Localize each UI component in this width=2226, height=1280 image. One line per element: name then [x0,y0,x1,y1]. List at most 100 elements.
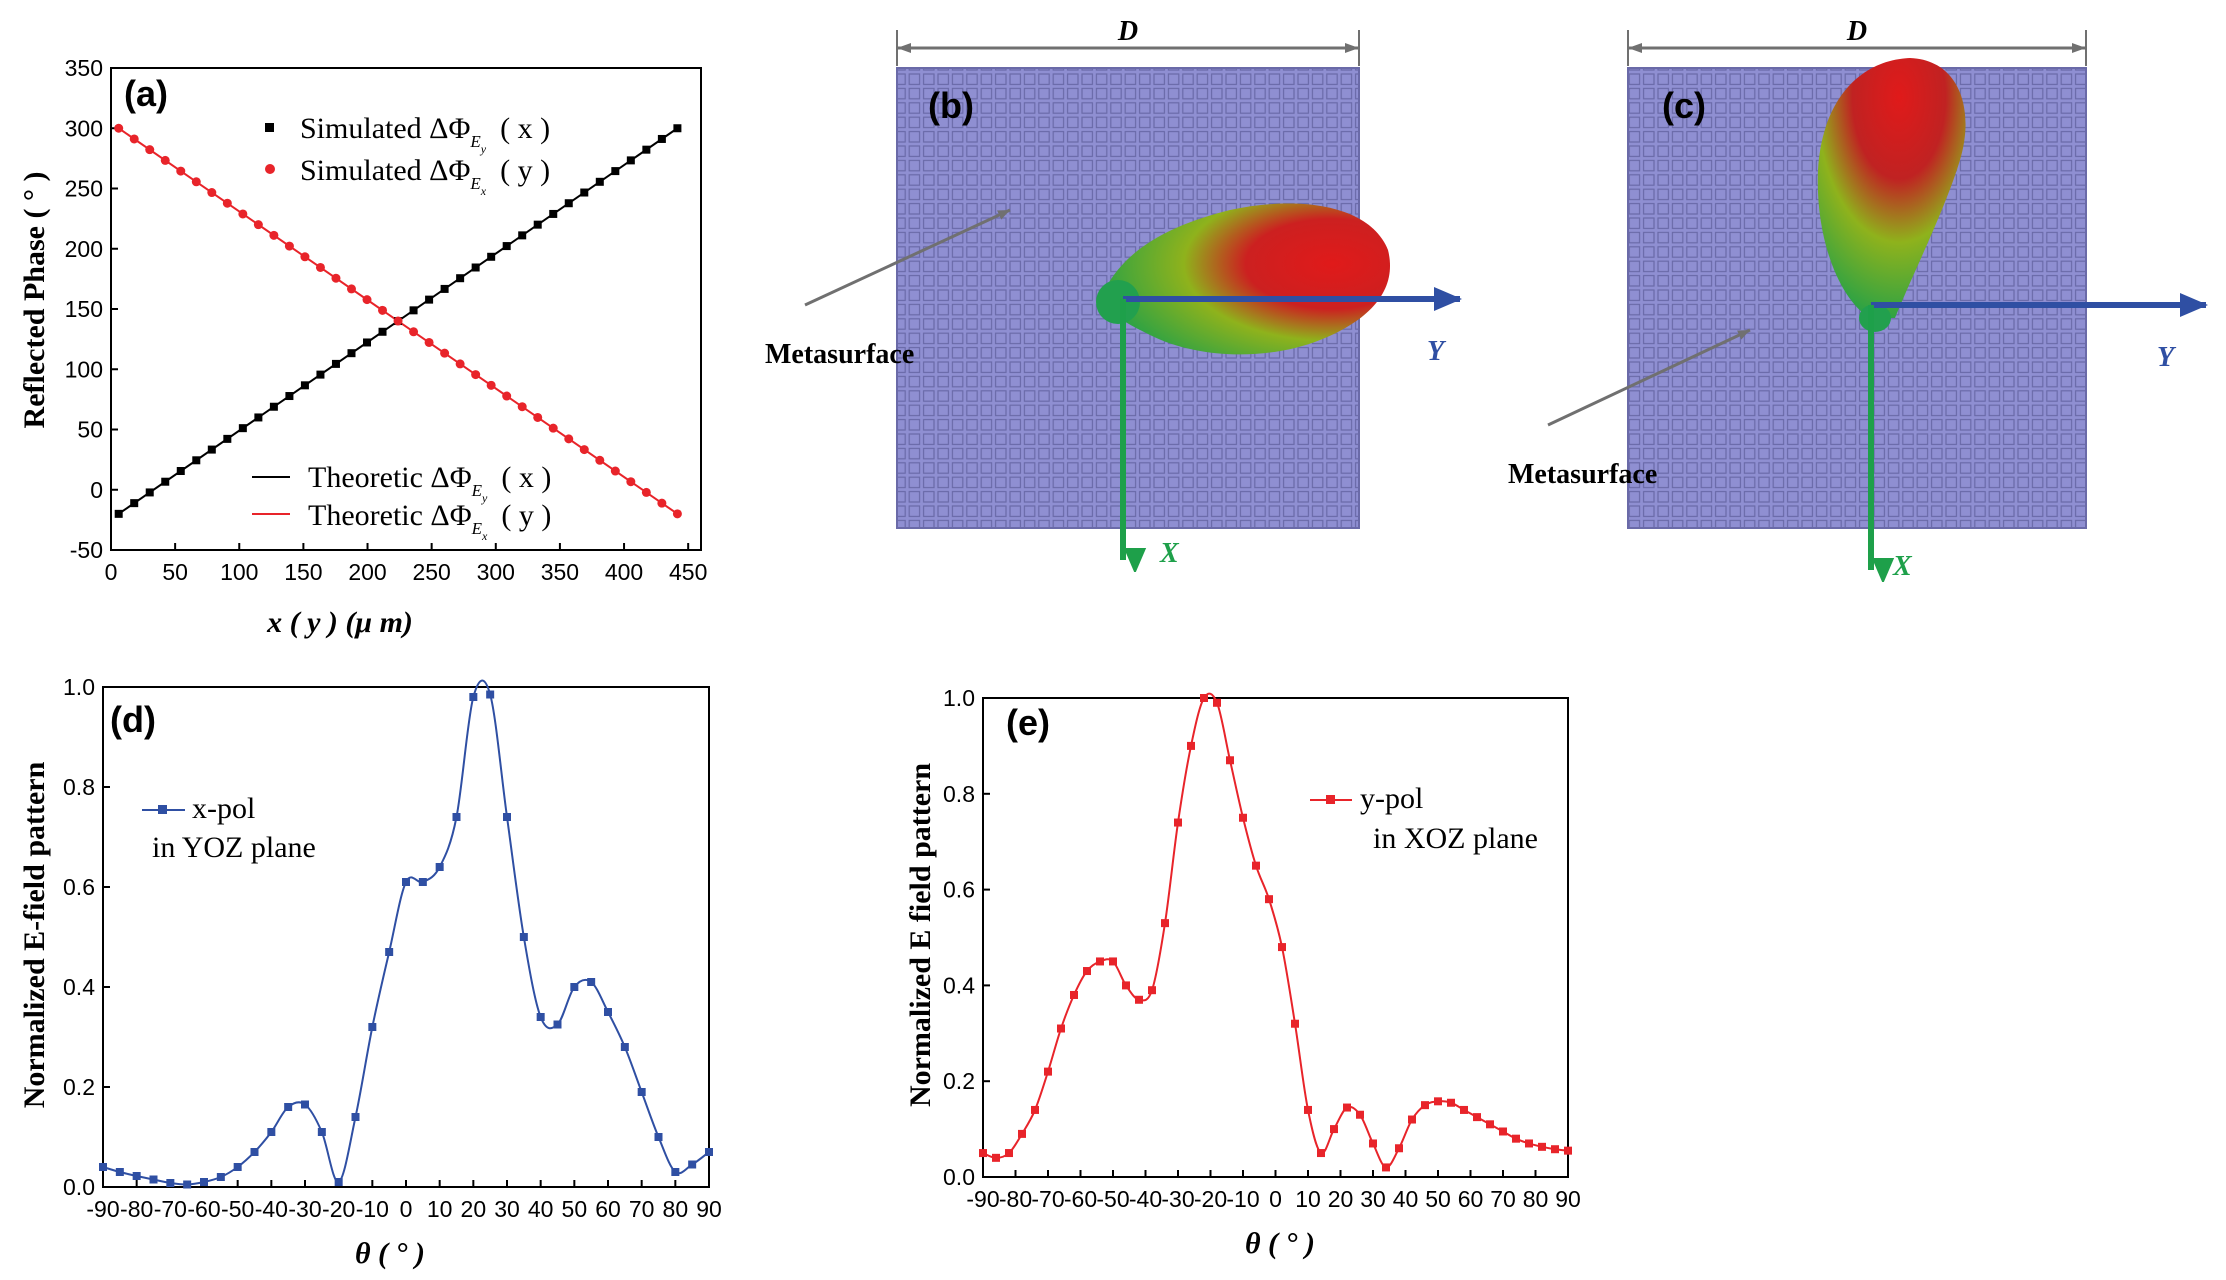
simulated-point-x [192,456,201,465]
legend-th-x-label: Theoretic ΔΦEy( x ) [308,461,551,505]
x-tick-label: 10 [1295,1186,1321,1212]
simulated-point-x [331,359,340,368]
simulated-point-y [346,284,356,294]
pattern-point [1070,990,1078,999]
pattern-point [99,1163,107,1171]
dimension-label-b: D [1117,16,1138,47]
pattern-point [1421,1101,1429,1110]
simulated-point-x [285,392,294,401]
pattern-point [1187,741,1195,750]
simulated-point-y [672,509,682,519]
pattern-point [1343,1103,1351,1112]
x-tick-label: -10 [356,1196,389,1222]
simulated-point-y [626,477,636,487]
simulated-point-y [393,316,403,326]
x-tick-label: 250 [412,559,450,585]
pattern-point [1564,1146,1572,1155]
simulated-point-y [502,391,512,401]
simulated-point-x [533,220,542,229]
chart-e-legend-marker [1326,795,1335,804]
pattern-point [1174,818,1182,827]
simulated-point-y [129,134,139,144]
simulated-point-y [315,262,325,272]
pattern-point [334,1178,343,1186]
simulated-point-y [176,166,186,176]
diagram-c: D (c) Metasurface Y X [1508,16,2208,582]
x-tick-label: 40 [528,1196,554,1222]
x-tick-label: 200 [348,559,386,585]
chart-d-ticks: -90 -80 -70 -60 -50 -40 -30 -20 -10 0 10 20 30 40 50 60… [63,674,722,1222]
chart-d-series-markers [99,690,713,1189]
chart-e-y-axis-label: Normalized E field pattern [904,763,937,1107]
pattern-point [1434,1097,1442,1106]
x-tick-label: 90 [696,1196,722,1222]
simulated-point-x [642,145,651,154]
legend-th-y-label: Theoretic ΔΦEx( y ) [308,499,551,543]
pattern-point [1447,1098,1455,1107]
simulated-point-y [160,155,170,165]
simulated-point-x [316,370,325,379]
simulated-point-x [254,413,263,422]
x-tick-label: -20 [322,1196,355,1222]
y-tick-label: 50 [77,417,103,443]
pattern-point [402,878,410,886]
pattern-point [301,1100,309,1109]
simulated-point-y [362,295,372,305]
pattern-point [1330,1125,1338,1134]
simulated-point-y [222,198,232,208]
simulated-point-y [579,445,589,455]
pattern-point [1356,1110,1364,1119]
chart-d-legend-marker [158,805,167,814]
chart-e-legend-line2: in XOZ plane [1373,822,1538,855]
pattern-point [1382,1163,1390,1172]
x-tick-label: -10 [1226,1186,1259,1212]
y-tick-label: 300 [65,115,103,141]
x-tick-label: -50 [221,1196,254,1222]
pattern-point [1252,861,1260,870]
x-tick-label: -80 [999,1186,1032,1212]
pattern-point [250,1148,259,1156]
metasurface-annotation-b: Metasurface [765,339,914,370]
y-tick-label: 1.0 [943,685,975,711]
radiation-lobe-b [1100,203,1391,355]
simulated-point-x [223,434,232,443]
pattern-point [1044,1067,1052,1076]
legend-sim-x-label: Simulated ΔΦEy( x ) [300,112,550,156]
pattern-point [1460,1105,1468,1114]
x-tick-label: 90 [1555,1186,1581,1212]
x-tick-label: -30 [1161,1186,1194,1212]
y-tick-label: 0.4 [63,974,95,1000]
pattern-point [435,863,444,871]
simulated-point-y [191,177,201,187]
x-tick-label: 60 [595,1196,621,1222]
pattern-point [149,1175,158,1184]
simulated-point-x [549,209,558,218]
x-tick-label: -40 [255,1196,288,1222]
x-tick-label: 20 [461,1196,487,1222]
x-tick-label: 0 [1269,1186,1282,1212]
chart-e-x-axis-label: θ ( ° ) [1245,1227,1315,1260]
y-tick-label: 350 [65,55,103,81]
simulated-point-x [595,177,604,186]
y-tick-label: 100 [65,356,103,382]
pattern-point [1096,957,1104,966]
simulated-point-y [300,252,310,262]
simulated-point-x [673,124,682,133]
pattern-point [1317,1149,1325,1158]
chart-e-legend-line1: y-pol [1360,782,1423,815]
pattern-point [1538,1142,1546,1151]
x-tick-label: -90 [966,1186,999,1212]
pattern-point [183,1180,192,1189]
x-tick-label: -60 [1064,1186,1097,1212]
y-tick-label: 0.4 [943,972,975,998]
metasurface-pointer-b [804,208,1011,307]
pattern-point [671,1168,680,1176]
pattern-point [519,933,528,941]
simulated-point-x [238,424,247,433]
simulated-point-y [114,123,124,133]
simulated-point-x [161,477,170,486]
y-tick-label: 200 [65,236,103,262]
simulated-point-x [145,488,154,497]
y-tick-label: 150 [65,296,103,322]
